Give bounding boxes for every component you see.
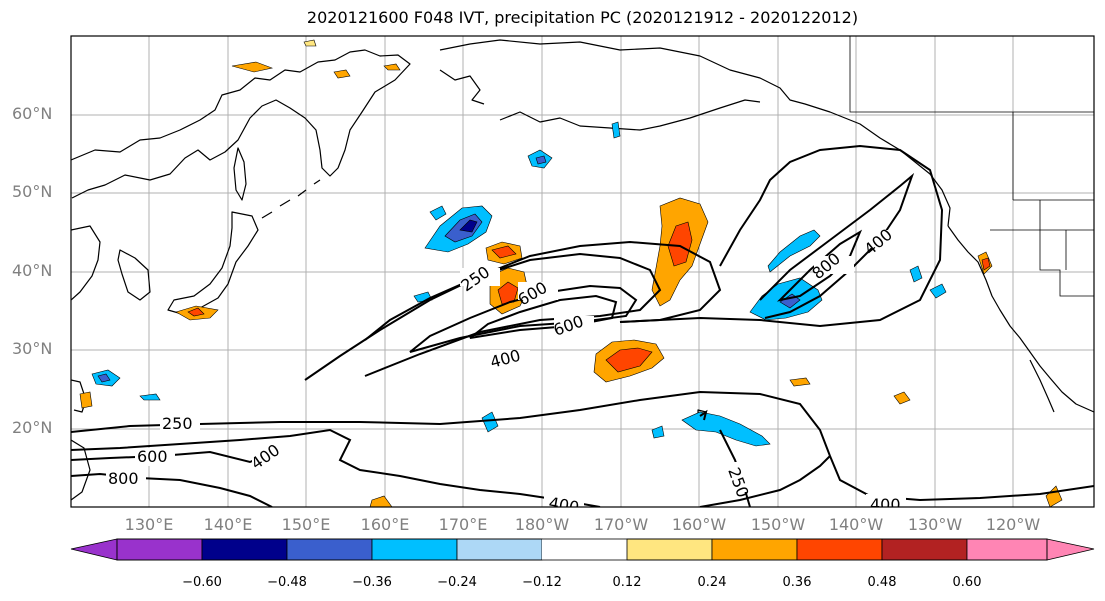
precip-anomaly-positive <box>333 69 351 79</box>
precip-anomaly-positive <box>187 307 205 317</box>
colorbar-tick: −0.24 <box>437 575 477 590</box>
precip-anomaly-negative <box>97 373 111 383</box>
lon-label: 140°E <box>203 515 253 534</box>
lon-label: 160°E <box>360 515 410 534</box>
graticule <box>71 36 1094 507</box>
ivt-contour-250 <box>619 144 944 328</box>
ivt-contour-250 <box>304 240 722 381</box>
lon-label: 160°W <box>671 515 727 534</box>
contour-label: 400 <box>547 493 580 517</box>
colorbar-tick: −0.48 <box>267 575 307 590</box>
precip-anomaly-positive <box>303 39 317 47</box>
map-frame <box>70 35 1095 508</box>
precip-anomaly-positive <box>491 245 517 259</box>
precip-anomaly-positive <box>893 391 911 405</box>
contour-label: 250 <box>162 414 193 433</box>
colorbar-segment <box>542 539 627 560</box>
lon-label: 170°W <box>593 515 649 534</box>
lat-label: 30°N <box>12 339 53 358</box>
ivt-contour-400 <box>364 252 662 377</box>
colorbar-segment <box>201 538 288 561</box>
precip-anomaly-negative <box>459 219 478 233</box>
contour-label: 400 <box>870 495 901 514</box>
ivt-contour-400 <box>699 455 831 507</box>
precipitation-pc-shading <box>79 39 1063 507</box>
ivt-contour-400 <box>71 428 601 507</box>
lon-label: 150°E <box>281 515 331 534</box>
precip-anomaly-positive <box>789 377 811 387</box>
ivt-contour-400 <box>759 172 915 319</box>
political-borders <box>849 36 1094 297</box>
precip-anomaly-negative <box>681 411 771 447</box>
precip-anomaly-negative <box>481 411 499 433</box>
colorbar-tick: 0.36 <box>782 575 812 590</box>
colorbar-segment <box>711 538 798 561</box>
precip-anomaly-positive <box>605 347 653 373</box>
lat-label: 40°N <box>12 261 53 280</box>
precip-anomaly-negative <box>651 425 665 439</box>
contour-label: 400 <box>247 440 283 473</box>
contour-label: 800 <box>108 469 139 488</box>
lon-label: 140°W <box>828 515 884 534</box>
colorbar-extend-min <box>70 538 118 561</box>
colorbar-segment <box>966 538 1048 561</box>
precip-anomaly-negative <box>909 265 923 283</box>
precip-anomaly-positive <box>981 257 991 271</box>
precip-anomaly-negative <box>139 393 161 401</box>
colorbar-tick: 0.60 <box>952 575 982 590</box>
precip-anomaly-positive <box>79 391 93 409</box>
ivt-contour-250 <box>71 390 1094 502</box>
lon-label: 120°W <box>985 515 1041 534</box>
colorbar-segment <box>116 538 203 561</box>
colorbar-tick: −0.12 <box>522 575 562 590</box>
lon-label: 150°W <box>750 515 806 534</box>
precip-anomaly-positive <box>667 221 693 267</box>
lat-label: 60°N <box>12 104 53 123</box>
colorbar-segment <box>456 538 543 561</box>
map-title: 2020121600 F048 IVT, precipitation PC (2… <box>306 8 859 27</box>
colorbar-segment <box>881 538 968 561</box>
colorbar-tick: −0.36 <box>352 575 392 590</box>
precip-anomaly-positive <box>383 63 401 71</box>
precip-anomaly-positive <box>231 61 274 73</box>
ivt-contour-600 <box>409 284 638 353</box>
colorbar <box>70 538 1095 561</box>
colorbar-tick: 0.12 <box>612 575 642 590</box>
lon-label: 130°E <box>124 515 174 534</box>
colorbar-tick: 0.48 <box>867 575 897 590</box>
coastlines <box>71 39 1094 501</box>
precip-anomaly-positive <box>497 281 519 305</box>
precip-anomaly-negative <box>535 155 547 165</box>
ivt-contour-800 <box>71 472 273 507</box>
contour-label: 600 <box>137 447 168 466</box>
precip-anomaly-negative <box>429 205 447 221</box>
colorbar-tick: 0.24 <box>697 575 727 590</box>
lon-label: 180°W <box>514 515 570 534</box>
colorbar-segment <box>371 538 458 561</box>
precip-anomaly-negative <box>929 283 947 299</box>
colorbar-tick: −0.60 <box>182 575 222 590</box>
ivt-contours <box>71 144 1094 507</box>
colorbar-segment <box>626 538 713 561</box>
lat-label: 20°N <box>12 418 53 437</box>
colorbar-segment <box>796 538 883 561</box>
colorbar-extend-max <box>1046 538 1095 561</box>
ivt-contour-800 <box>469 294 618 339</box>
colorbar-segment <box>286 538 373 561</box>
lon-label: 130°W <box>907 515 963 534</box>
precip-anomaly-positive <box>1045 485 1063 507</box>
map-area: 250 600 800 400 250 600 400 600 800 400 … <box>71 36 1094 517</box>
ivt-contour-400 <box>699 409 708 421</box>
contour-label: 800 <box>808 249 844 283</box>
contour-label: 600 <box>551 311 586 339</box>
precip-anomaly-negative <box>767 229 821 273</box>
precip-anomaly-positive <box>369 495 393 507</box>
precip-anomaly-negative <box>611 121 621 139</box>
lon-label: 170°E <box>438 515 488 534</box>
lat-label: 50°N <box>12 182 53 201</box>
